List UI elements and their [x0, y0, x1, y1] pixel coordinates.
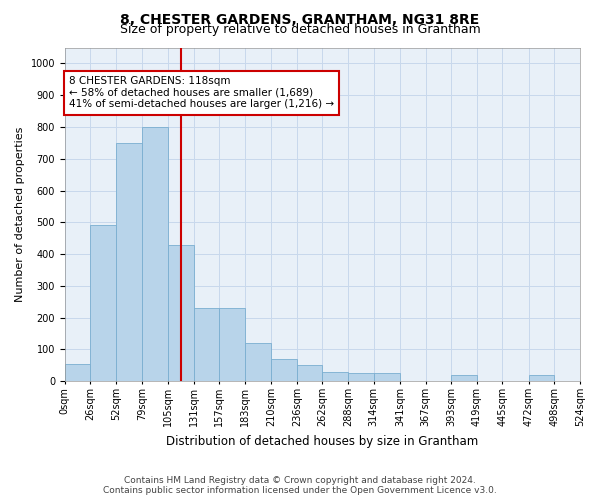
Bar: [91, 226, 116, 381]
Bar: [65, 364, 91, 381]
Text: 8 CHESTER GARDENS: 118sqm
← 58% of detached houses are smaller (1,689)
41% of se: 8 CHESTER GARDENS: 118sqm ← 58% of detac…: [69, 76, 334, 110]
Text: Size of property relative to detached houses in Grantham: Size of property relative to detached ho…: [119, 22, 481, 36]
Bar: [451, 375, 477, 381]
Bar: [348, 374, 374, 381]
Y-axis label: Number of detached properties: Number of detached properties: [15, 126, 25, 302]
Text: Contains HM Land Registry data © Crown copyright and database right 2024.
Contai: Contains HM Land Registry data © Crown c…: [103, 476, 497, 495]
Bar: [529, 375, 554, 381]
Bar: [142, 127, 168, 381]
Text: 8, CHESTER GARDENS, GRANTHAM, NG31 8RE: 8, CHESTER GARDENS, GRANTHAM, NG31 8RE: [121, 12, 479, 26]
Bar: [297, 366, 322, 381]
Bar: [245, 343, 271, 381]
Bar: [322, 372, 348, 381]
Bar: [168, 244, 194, 381]
Bar: [194, 308, 219, 381]
X-axis label: Distribution of detached houses by size in Grantham: Distribution of detached houses by size …: [166, 434, 479, 448]
Bar: [374, 374, 400, 381]
Bar: [116, 143, 142, 381]
Bar: [271, 359, 297, 381]
Bar: [219, 308, 245, 381]
